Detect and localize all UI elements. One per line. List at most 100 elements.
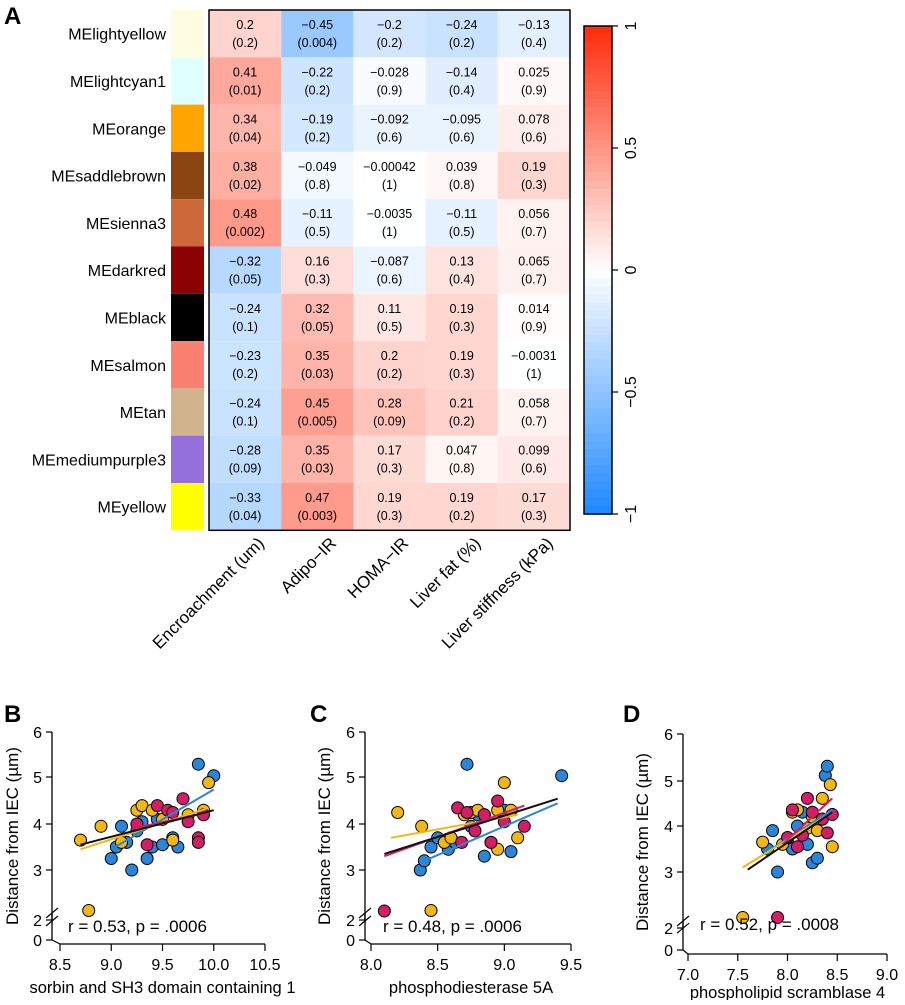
colorbar-segment (584, 99, 612, 108)
colorbar-tick-label: −1 (623, 505, 640, 523)
cell-correlation-label: 0.19 (450, 302, 474, 316)
colorbar-segment (584, 196, 612, 206)
colorbar-segment (584, 424, 612, 434)
module-color-swatch (171, 435, 204, 483)
colorbar-segment (584, 156, 612, 165)
scatter-point-yellow (166, 833, 180, 847)
heatmap-cell (425, 293, 498, 342)
cell-correlation-label: −0.00042 (363, 160, 416, 174)
panel-label-d: D (623, 701, 640, 728)
scatter-point-magenta (460, 806, 474, 819)
colorbar-segment (584, 416, 612, 426)
heatmap-cell (281, 104, 354, 152)
colorbar-tick-label: 0.5 (623, 137, 640, 159)
x-tick-label: 9.5 (151, 957, 173, 974)
cell-correlation-label: 0.28 (377, 396, 401, 410)
scatter-point-yellow (511, 831, 525, 845)
cell-correlation-label: 0.45 (305, 396, 329, 410)
scatter-point-yellow (82, 904, 96, 917)
colorbar-segment (584, 278, 612, 287)
module-color-swatch (171, 57, 204, 105)
cell-pvalue-label: (0.2) (304, 131, 330, 145)
y-tick-label: 4 (346, 817, 355, 834)
cell-correlation-label: 0.19 (377, 491, 401, 505)
cell-correlation-label: 0.13 (450, 255, 474, 269)
fit-line-blue (423, 802, 559, 862)
heatmap-cell (209, 435, 282, 483)
cell-correlation-label: 0.16 (305, 255, 329, 269)
heatmap-cell (209, 199, 282, 247)
y-tick-label: 3 (346, 863, 355, 880)
cell-correlation-label: −0.32 (229, 255, 261, 269)
cell-pvalue-label: (0.7) (521, 273, 547, 287)
heatmap-cell (281, 199, 354, 247)
heatmap-cell (497, 483, 570, 531)
x-tick-label: 8.5 (826, 967, 848, 984)
heatmap-border (208, 9, 571, 532)
heatmap-cell (497, 104, 570, 152)
cell-correlation-label: −0.24 (446, 18, 478, 32)
scatter-point-magenta (191, 835, 205, 849)
colorbar-segment (584, 26, 612, 35)
scatter-point-magenta (800, 791, 814, 805)
colorbar-segment (584, 343, 612, 352)
module-color-swatch (171, 104, 204, 152)
scatter-point-magenta (517, 819, 531, 833)
panel-label-a: A (4, 3, 21, 30)
y-tick-label: 4 (664, 819, 673, 836)
heatmap-cell (497, 341, 570, 389)
heatmap-cell (497, 388, 570, 436)
heatmap-cell (425, 341, 498, 389)
cell-correlation-label: 0.17 (377, 444, 401, 458)
cell-correlation-label: 0.35 (305, 444, 329, 458)
cell-pvalue-label: (0.05) (229, 273, 262, 287)
colorbar-segment (584, 302, 612, 312)
scatter-point-blue (125, 863, 139, 877)
module-color-swatch (171, 199, 204, 247)
heatmap-cell (425, 151, 498, 200)
heatmap-cell (425, 199, 498, 247)
x-tick-label: 8.0 (360, 957, 382, 974)
cell-pvalue-label: (1) (526, 367, 541, 381)
row-label: MElightcyan1 (70, 74, 166, 91)
colorbar-segment (584, 82, 612, 92)
cell-pvalue-label: (0.03) (301, 462, 334, 476)
colorbar-segment (584, 335, 612, 344)
cell-correlation-label: −0.24 (229, 302, 261, 316)
cell-correlation-label: 0.32 (305, 302, 329, 316)
cell-pvalue-label: (0.05) (301, 320, 334, 334)
scatter-point-magenta (484, 835, 498, 849)
heatmap-cell (353, 388, 426, 436)
cell-correlation-label: 0.025 (518, 65, 549, 79)
cell-pvalue-label: (0.1) (232, 414, 258, 428)
module-color-swatch (171, 341, 204, 389)
cell-pvalue-label: (0.9) (521, 320, 547, 334)
cell-correlation-label: −0.087 (370, 255, 409, 269)
cell-correlation-label: −0.28 (229, 444, 261, 458)
x-axis-label: sorbin and SH3 domain containing 1 (29, 979, 295, 997)
heatmap-cell (281, 341, 354, 389)
heatmap-cell (353, 293, 426, 342)
cell-correlation-label: −0.2 (377, 18, 402, 32)
heatmap-cell (497, 151, 570, 200)
row-label: MEblack (105, 310, 167, 327)
scatter-point-blue (766, 824, 780, 838)
colorbar-segment (584, 400, 612, 409)
cell-pvalue-label: (0.03) (301, 367, 334, 381)
colorbar-segment (584, 42, 612, 51)
cell-correlation-label: −0.095 (442, 113, 481, 127)
column-label: Liver fat (%) (406, 534, 484, 612)
heatmap-cell (353, 246, 426, 294)
axis-break-mark (45, 915, 59, 927)
y-tick-label: 4 (33, 817, 42, 834)
cell-correlation-label: −0.19 (301, 113, 333, 127)
heatmap: MElightyellow 0.2 (0.2) −0.45 (0.004) −0.2 (0.… (32, 9, 571, 653)
x-tick-label: 8.5 (49, 957, 71, 974)
x-tick-label: 9.0 (876, 967, 898, 984)
axis-break-mark (45, 907, 59, 919)
cell-pvalue-label: (0.2) (232, 367, 258, 381)
cell-correlation-label: 0.41 (233, 65, 257, 79)
heatmap-cell (281, 435, 354, 483)
scatter-point-yellow (391, 806, 405, 819)
colorbar-segment (584, 180, 612, 190)
